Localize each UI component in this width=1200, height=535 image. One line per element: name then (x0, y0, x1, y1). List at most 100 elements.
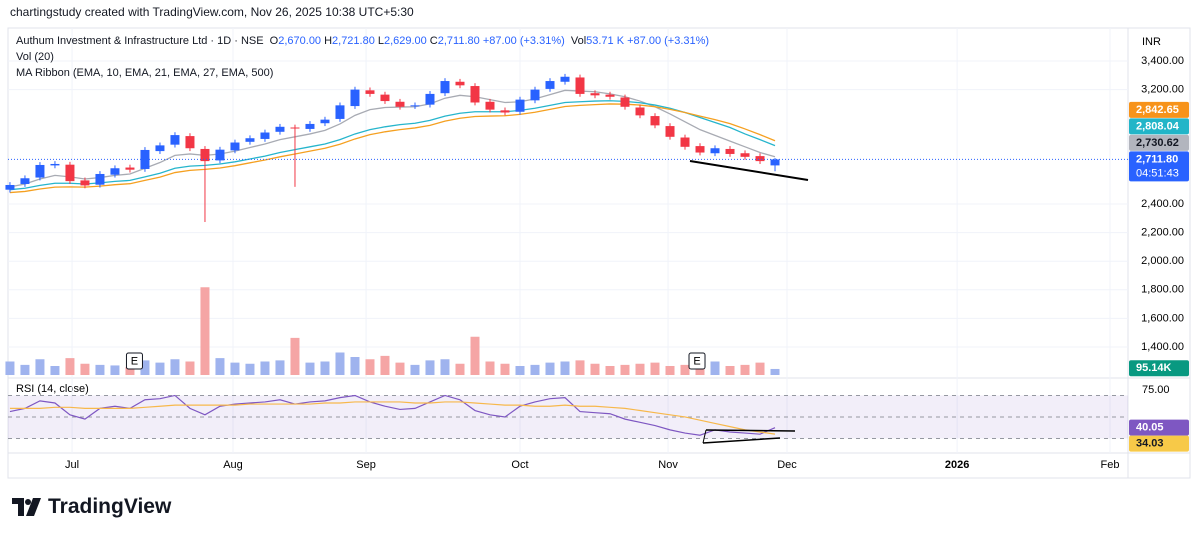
volume-bar (305, 362, 315, 375)
candle-body (290, 127, 300, 129)
candle-body (605, 94, 615, 97)
x-tick-label: 2026 (945, 459, 969, 471)
candle-body (260, 132, 270, 139)
x-tick-label: Aug (223, 459, 243, 471)
volume-bar (665, 366, 675, 375)
event-label: E (693, 355, 700, 367)
candle-body (5, 184, 15, 190)
candle-body (725, 148, 735, 154)
volume-bar (320, 361, 330, 375)
candle-body (125, 167, 135, 170)
ohlc-key: L (377, 35, 384, 47)
ohlc-value: 2,721.80 (332, 35, 375, 47)
volume-bar (710, 361, 720, 375)
volume-bar (425, 360, 435, 375)
candle-body (665, 126, 675, 137)
marks: 1,400.00 1,600.00 1,800.00 2,000.00 2,200.00… (5, 28, 1189, 471)
change: +87.00 (+3.31%) (482, 35, 565, 47)
currency: INR (1142, 36, 1161, 48)
ema-line (9, 100, 776, 191)
candle-body (230, 142, 240, 151)
trend-line (702, 429, 707, 444)
rsi-tick-label: 75.00 (1142, 384, 1170, 396)
volume-bar (470, 336, 480, 375)
event-marker (125, 352, 143, 370)
rsi-ma-line (9, 401, 776, 435)
candle-body (215, 149, 225, 161)
candle-body (140, 149, 150, 169)
volume-bar (230, 362, 240, 375)
candle-body (695, 146, 705, 153)
ema-line (9, 103, 776, 194)
price-badge (1129, 435, 1189, 452)
x-tick-label: Dec (777, 459, 797, 471)
price-badge (1129, 151, 1189, 182)
study: Vol (20) (16, 51, 54, 63)
candle-body (170, 135, 180, 145)
badge-label: 95.14K (1136, 362, 1172, 374)
y-tick-label: 3,400.00 (1141, 55, 1184, 67)
x-tick-label: Sep (356, 459, 376, 471)
candle-body (320, 119, 330, 124)
volume-bar (410, 364, 420, 375)
ohlc-key: C (429, 35, 438, 47)
volume-bar (545, 362, 555, 375)
y-tick-label: 1,800.00 (1141, 284, 1184, 296)
candle-body (590, 93, 600, 96)
volume-bar (500, 363, 510, 375)
candle-body (335, 105, 345, 119)
volume-bar (170, 359, 180, 375)
ohlc-key: H (324, 35, 333, 47)
candle-body (545, 81, 555, 89)
volume-bar (5, 361, 15, 375)
price-badge (1129, 118, 1189, 135)
candle-body (410, 105, 420, 107)
badge-label: 34.03 (1136, 438, 1164, 450)
volume-bar (560, 361, 570, 375)
symbol: Authum Investment & Infrastructure Ltd ·… (16, 35, 264, 47)
badge-label: 2,711.80 (1136, 153, 1178, 165)
candle-body (425, 93, 435, 105)
candle-body (455, 81, 465, 86)
ema-line (9, 89, 776, 188)
badge-label: 2,730.62 (1136, 137, 1179, 149)
volume-bar (485, 361, 495, 375)
candle-body (65, 164, 75, 182)
volume-bar (215, 358, 225, 375)
price-badge (1129, 101, 1189, 118)
frame (7, 27, 1191, 479)
volume-bar (50, 366, 60, 375)
logo-text: TradingView (48, 495, 172, 518)
volume-bar (620, 364, 630, 375)
volume-bar (770, 368, 780, 375)
price-badge (1129, 360, 1189, 377)
study: MA Ribbon (EMA, 10, EMA, 21, EMA, 27, EM… (16, 67, 274, 79)
candle-body (620, 97, 630, 107)
ohlc-value: 2,711.80 (437, 35, 480, 47)
candle-body (755, 156, 765, 162)
candle-body (770, 159, 780, 166)
volume-bar (530, 364, 540, 375)
chart: INR RSI (14, close) 1,400.00 1,600.00 1,80… (5, 27, 1191, 479)
volume-bar (200, 287, 210, 375)
logo: TradingView (12, 495, 171, 519)
trend-line (702, 437, 781, 444)
candle-body (635, 107, 645, 116)
candle-body (185, 136, 195, 149)
candle-body (20, 178, 30, 184)
volume-bar (725, 366, 735, 375)
badge-label: 2,842.65 (1136, 104, 1179, 116)
volume-bar (365, 359, 375, 375)
event-marker (688, 352, 706, 370)
volume-bar (755, 362, 765, 375)
volume-bar (575, 360, 585, 375)
candle-body (275, 126, 285, 132)
countdown: 04:51:43 (1136, 167, 1179, 179)
ohlc-value: 2,629.00 (383, 35, 427, 47)
volume-bar (80, 363, 90, 375)
y-tick-label: 3,200.00 (1141, 84, 1184, 96)
y-tick-label: 2,000.00 (1141, 255, 1184, 267)
volume-bar (380, 355, 390, 375)
volume-bar (155, 362, 165, 375)
